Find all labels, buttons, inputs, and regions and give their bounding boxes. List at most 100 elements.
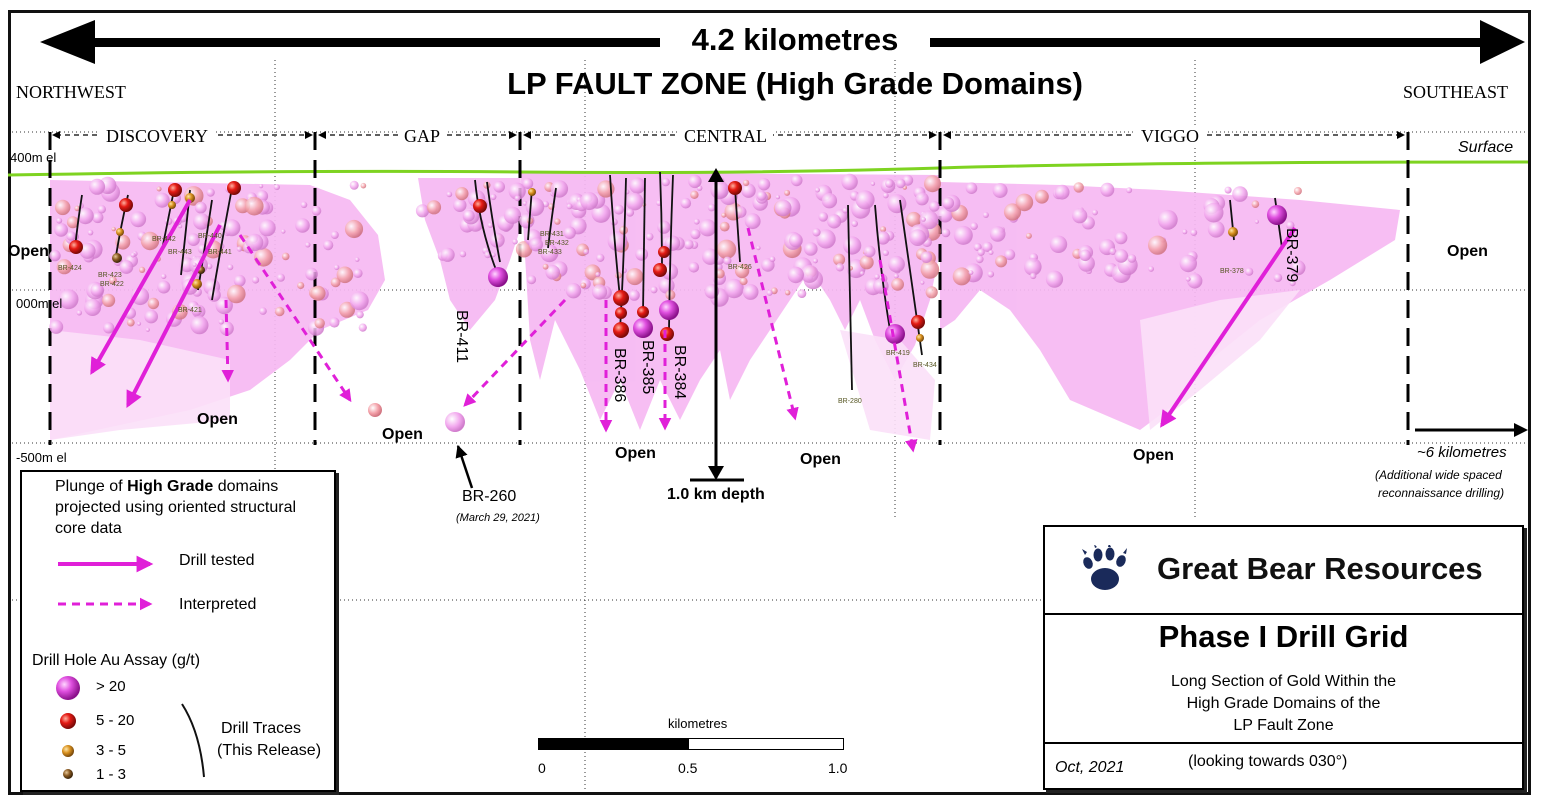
- background-sphere: [54, 223, 68, 237]
- hole-label-small: BR-440: [198, 233, 222, 240]
- hole-label-small: BR-426: [728, 264, 752, 271]
- background-sphere: [522, 178, 534, 190]
- background-sphere: [206, 263, 213, 270]
- background-sphere: [1179, 254, 1198, 273]
- background-sphere: [816, 229, 836, 249]
- extension-note-1: (Additional wide spaced: [1375, 468, 1502, 482]
- background-sphere: [613, 204, 624, 215]
- background-sphere: [855, 190, 875, 210]
- background-sphere: [154, 192, 170, 208]
- background-sphere: [310, 285, 326, 301]
- background-sphere: [756, 190, 767, 201]
- hole-label-small: BR-434: [913, 362, 937, 369]
- background-sphere: [815, 187, 820, 193]
- desc-line-2: High Grade Domains of the: [1186, 695, 1381, 712]
- background-sphere: [236, 246, 243, 252]
- background-sphere: [992, 183, 1008, 198]
- hole-label-small: BR-419: [886, 350, 910, 357]
- paw-icon: [1082, 545, 1127, 590]
- background-sphere: [719, 221, 730, 232]
- legend: Plunge of High Grade domains projected u…: [20, 470, 336, 792]
- background-sphere: [459, 250, 467, 258]
- surface-line: [7, 160, 1529, 177]
- background-sphere: [693, 218, 700, 225]
- background-sphere: [527, 275, 537, 285]
- background-sphere: [882, 249, 889, 256]
- background-sphere: [1286, 221, 1295, 230]
- background-sphere: [281, 229, 286, 234]
- background-sphere: [339, 301, 355, 318]
- background-sphere: [493, 181, 506, 193]
- surface-label: Surface: [1458, 139, 1514, 156]
- background-sphere: [144, 309, 158, 324]
- background-sphere: [596, 253, 605, 262]
- hole-label-small: BR-423: [98, 272, 122, 279]
- background-sphere: [804, 242, 818, 256]
- br260-date: (March 29, 2021): [456, 512, 540, 524]
- title-block: Great Bear Resources Phase I Drill Grid …: [1043, 525, 1524, 790]
- southeast-label: SOUTHEAST: [1403, 82, 1509, 102]
- background-sphere: [353, 268, 363, 278]
- background-sphere: [797, 289, 807, 298]
- background-sphere: [147, 297, 160, 310]
- background-sphere: [870, 181, 876, 186]
- hole-label-large: BR-379: [1283, 228, 1300, 283]
- legend-drill-tested: Drill tested: [179, 552, 255, 569]
- background-sphere: [358, 323, 367, 332]
- background-sphere: [1024, 258, 1042, 276]
- background-sphere: [276, 273, 285, 282]
- background-sphere: [1109, 247, 1117, 256]
- background-sphere: [1004, 249, 1016, 261]
- background-sphere: [529, 237, 543, 252]
- legend-ball-red: [60, 713, 76, 729]
- background-sphere: [1245, 267, 1254, 276]
- zone-viggo: VIGGO: [1135, 126, 1205, 147]
- background-sphere: [305, 242, 311, 248]
- background-sphere: [453, 198, 467, 212]
- background-sphere: [925, 286, 938, 299]
- br260-label: BR-260: [462, 488, 517, 505]
- background-sphere: [1273, 273, 1283, 283]
- background-sphere: [942, 197, 955, 209]
- background-sphere: [218, 319, 224, 325]
- legend-graphics: [56, 555, 205, 779]
- background-sphere: [595, 272, 601, 277]
- background-sphere: [354, 257, 360, 262]
- background-sphere: [156, 186, 162, 192]
- background-sphere: [915, 192, 929, 206]
- background-sphere: [863, 245, 876, 258]
- background-sphere: [491, 252, 496, 258]
- background-sphere: [1030, 272, 1037, 280]
- background-sphere: [1049, 235, 1068, 253]
- background-sphere: [1114, 231, 1128, 245]
- zone-gap: GAP: [398, 126, 447, 147]
- hole-label-small: BR-422: [100, 281, 124, 288]
- background-sphere: [818, 212, 828, 222]
- background-sphere: [192, 262, 197, 267]
- background-sphere: [157, 280, 171, 294]
- background-sphere: [193, 213, 210, 230]
- background-sphere: [540, 244, 559, 263]
- legend-traces-line1: Drill Traces: [221, 720, 302, 737]
- background-sphere: [756, 245, 761, 251]
- background-sphere: [490, 193, 497, 201]
- background-sphere: [1072, 208, 1088, 224]
- background-sphere: [629, 177, 646, 194]
- background-sphere: [74, 205, 80, 212]
- background-sphere: [259, 307, 267, 315]
- background-sphere: [89, 178, 106, 195]
- background-sphere: [1203, 202, 1224, 223]
- background-sphere: [888, 255, 905, 273]
- background-sphere: [90, 283, 104, 297]
- background-sphere: [841, 173, 858, 191]
- background-sphere: [812, 258, 818, 264]
- background-sphere: [785, 290, 791, 296]
- distance-arrow: [40, 20, 1525, 64]
- background-sphere: [887, 194, 907, 214]
- background-sphere: [919, 210, 939, 230]
- background-sphere: [843, 236, 862, 255]
- background-sphere: [982, 241, 993, 252]
- background-sphere: [842, 207, 849, 214]
- hole-label-small: BR-421: [178, 307, 202, 314]
- background-sphere: [921, 217, 926, 222]
